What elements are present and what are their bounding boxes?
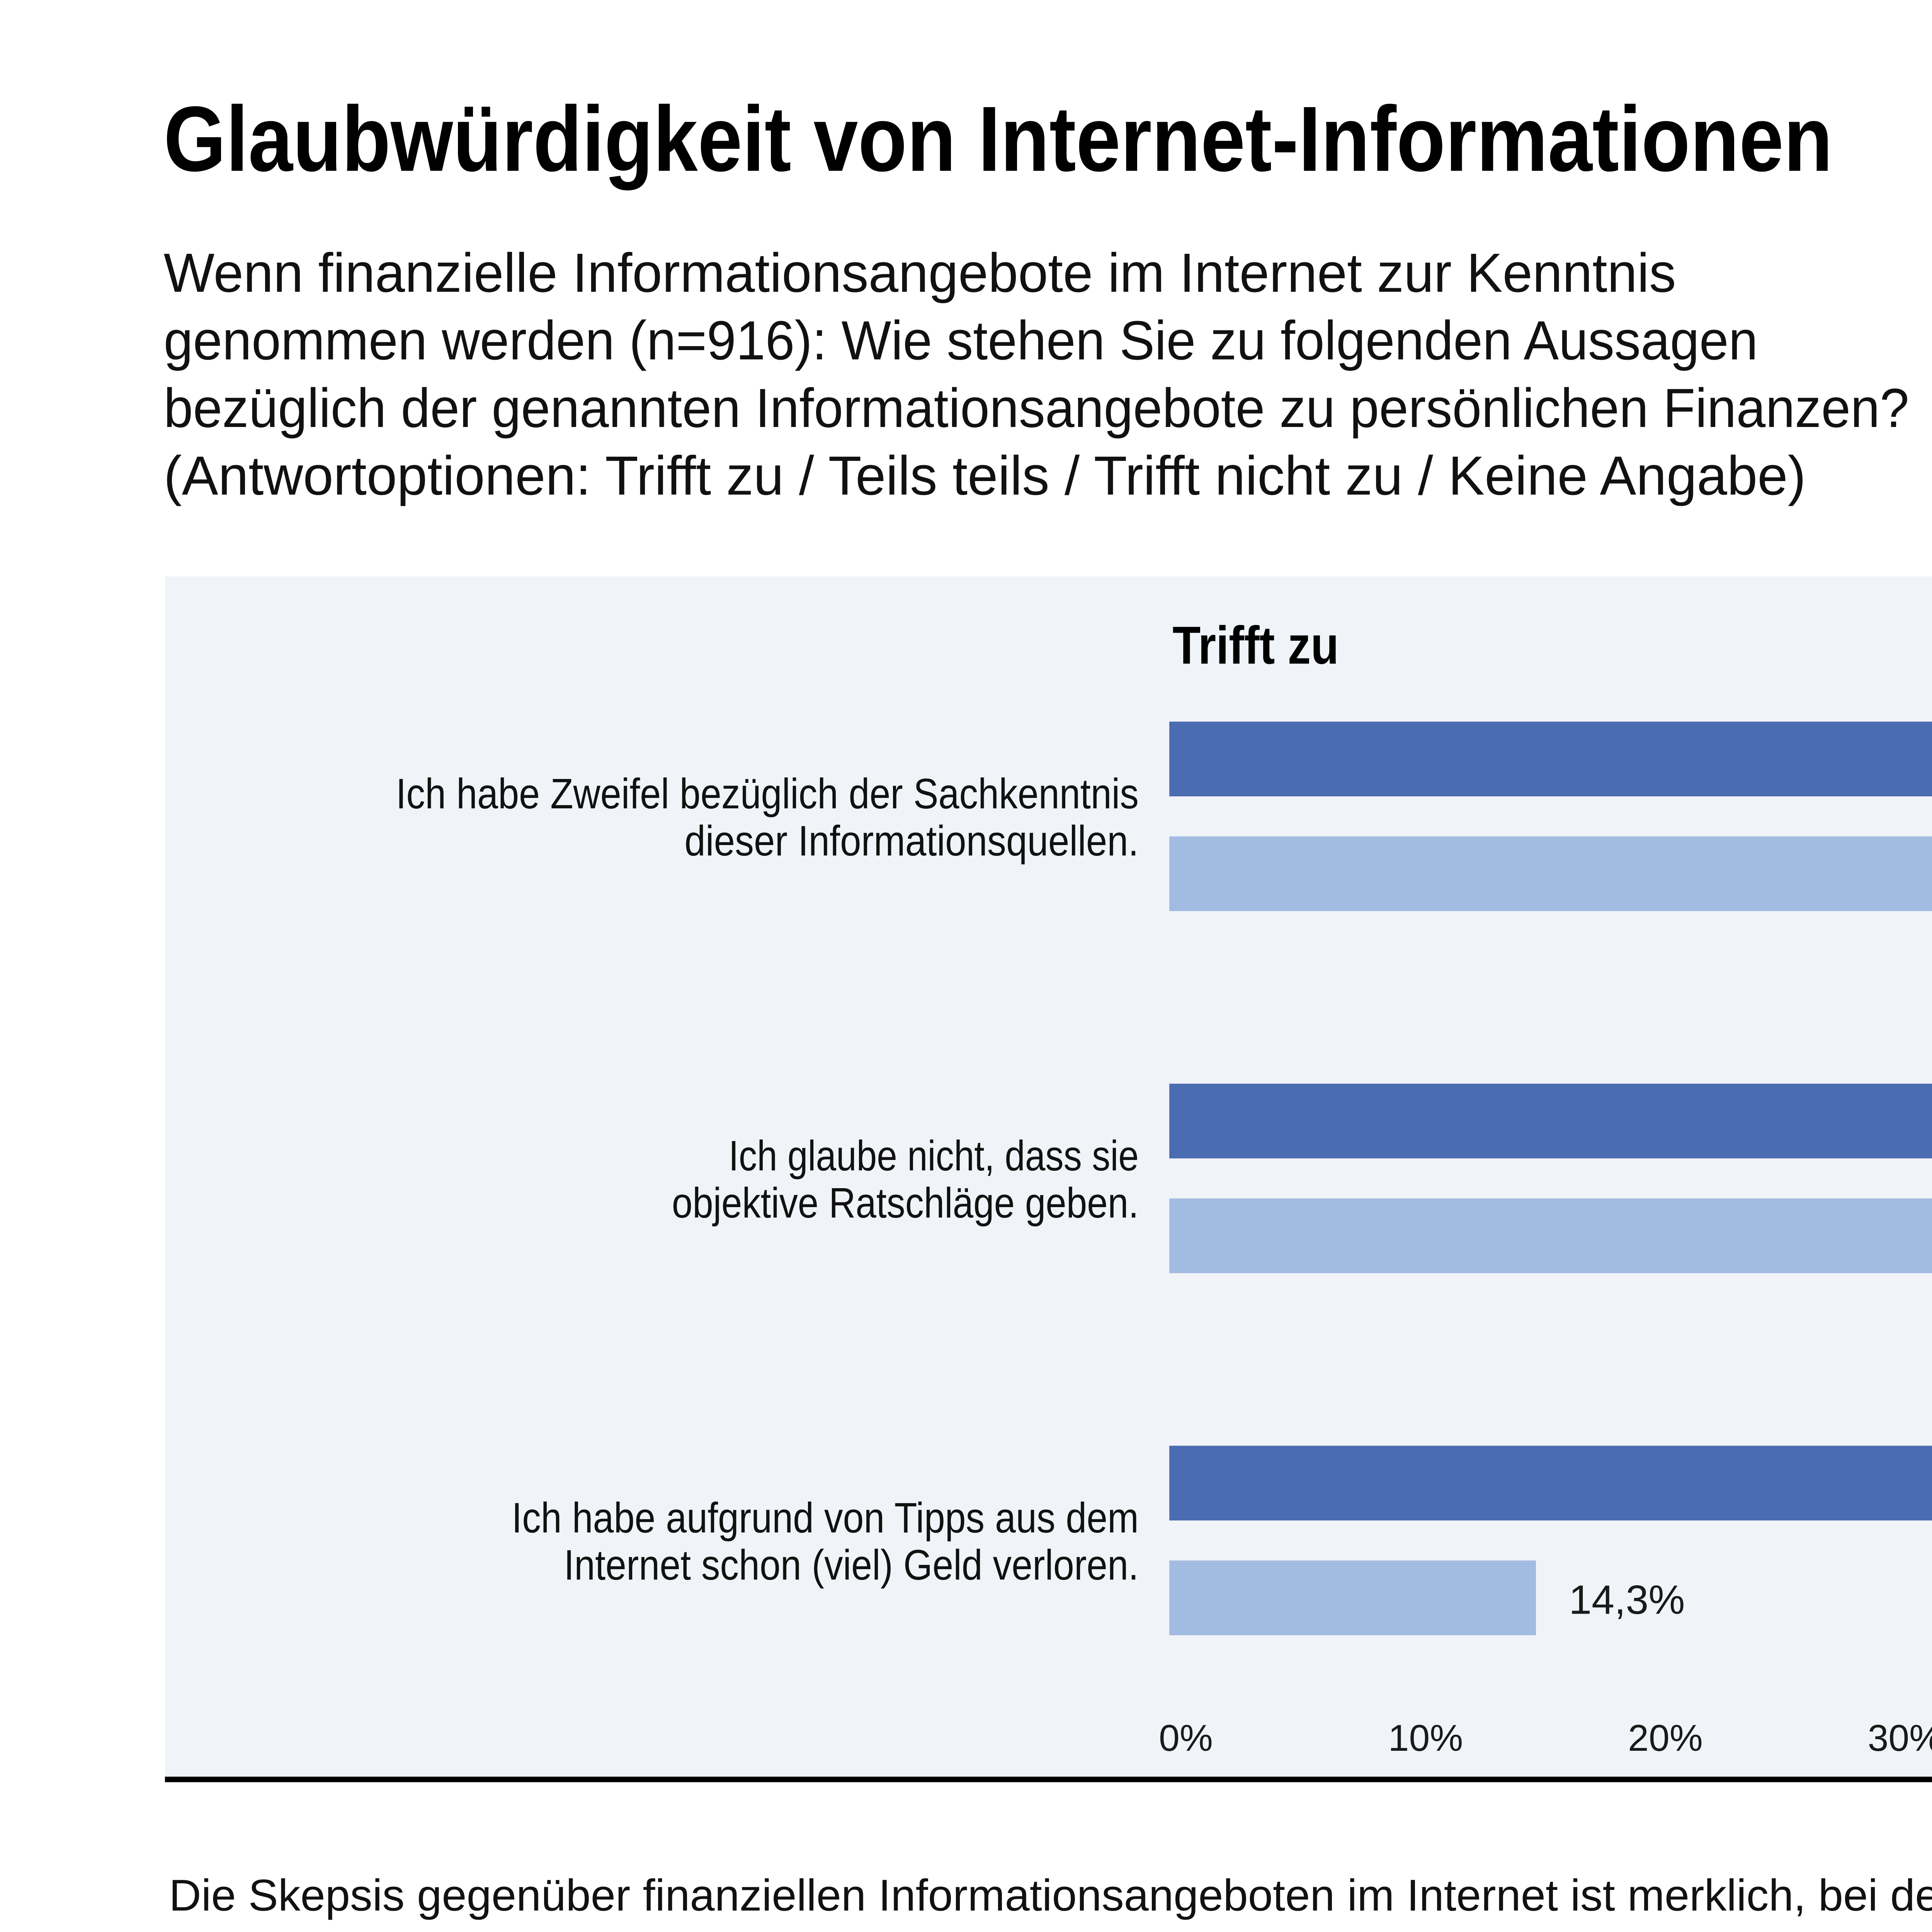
- category-label-line: Ich glaube nicht, dass sie: [729, 1132, 1139, 1180]
- value-labels: 36,1%36,8%32,8%33,9%29,9%14,3%: [1569, 1577, 1685, 1623]
- subtitle-line: (Antwortoptionen: Trifft zu / Teils teil…: [164, 445, 1806, 507]
- x-tick-label: 20%: [1628, 1717, 1703, 1759]
- bars: [1169, 721, 1932, 1635]
- page-title: Glaubwürdigkeit von Internet-Information…: [164, 87, 1833, 190]
- x-tick-label: 10%: [1388, 1717, 1463, 1759]
- subtitle-line: bezüglich der genannten Informationsange…: [164, 378, 1909, 439]
- x-tick-label: 0%: [1159, 1717, 1213, 1759]
- x-tick-label: 30%: [1868, 1717, 1932, 1759]
- header: Glaubwürdigkeit von Internet-Information…: [164, 87, 1909, 507]
- category-labels: Ich habe Zweifel bezüglich der Sachkennt…: [396, 770, 1139, 1589]
- x-axis: 0%10%20%30%40%50%: [1159, 1717, 1932, 1759]
- bar-age-30-plus-1: [1169, 836, 1932, 911]
- value-label: 14,3%: [1569, 1577, 1685, 1623]
- subtitle-line: Wenn finanzielle Informationsangebote im…: [164, 242, 1676, 304]
- category-label-line: Ich habe Zweifel bezüglich der Sachkennt…: [396, 770, 1139, 818]
- bar-age-30-plus-3: [1169, 1560, 1536, 1635]
- category-label-line: Internet schon (viel) Geld verloren.: [564, 1541, 1139, 1589]
- category-label-line: objektive Ratschläge geben.: [672, 1179, 1139, 1227]
- category-label-line: dieser Informationsquellen.: [684, 817, 1139, 865]
- category-label-line: Ich habe aufgrund von Tipps aus dem: [512, 1494, 1139, 1542]
- subtitle-line: genommen werden (n=916): Wie stehen Sie …: [164, 310, 1758, 371]
- bar-age-18-29-1: [1169, 721, 1932, 796]
- chart-bottom-rule: [165, 1776, 1932, 1782]
- commentary: Die Skepsis gegenüber finanziellen Infor…: [169, 1871, 1932, 1932]
- bar-age-18-29-2: [1169, 1083, 1932, 1158]
- bar-age-30-plus-2: [1169, 1198, 1932, 1273]
- commentary-line: Rund ein Drittel (36,7% bzw. 33,6%) derj…: [169, 1929, 1932, 1932]
- commentary-line: Die Skepsis gegenüber finanziellen Infor…: [169, 1871, 1932, 1920]
- subtitle: Wenn finanzielle Informationsangebote im…: [164, 242, 1909, 507]
- chart: Trifft zu Ich habe Zweifel bezüglich der…: [165, 576, 1932, 1782]
- bar-age-18-29-3: [1169, 1446, 1932, 1520]
- chart-title: Trifft zu: [1172, 616, 1339, 675]
